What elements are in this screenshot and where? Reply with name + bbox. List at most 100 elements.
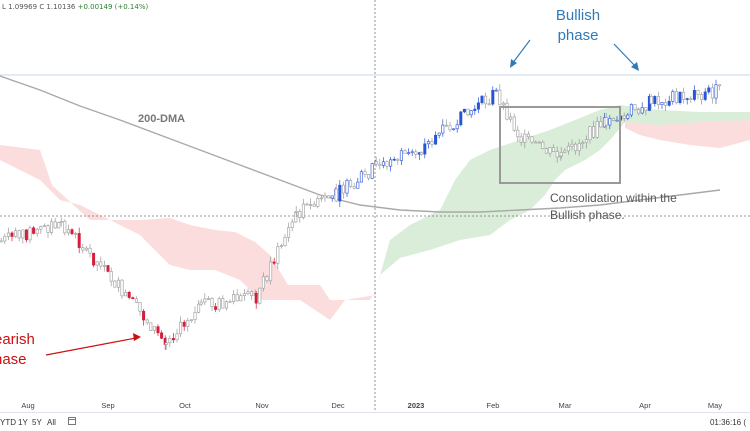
x-tick-label: Nov <box>255 401 269 410</box>
candle-body <box>95 261 99 266</box>
candle-body <box>294 212 298 223</box>
candle-body <box>35 228 39 234</box>
candle-body <box>261 276 265 289</box>
candle-body <box>3 236 7 242</box>
candle-body <box>341 184 345 194</box>
candle-series <box>0 79 722 350</box>
bullish-phase-label: Bullish phase <box>548 6 608 46</box>
candle-body <box>637 109 641 114</box>
candle-body <box>203 298 207 303</box>
change-value: +0.00149 (+0.14%) <box>77 3 149 11</box>
bullish-label-line1: Bullish <box>555 7 601 24</box>
candle-body <box>102 265 106 267</box>
candle-body <box>258 287 262 304</box>
candle-body <box>199 301 203 305</box>
candle-body <box>615 119 619 122</box>
candle-body <box>131 297 135 300</box>
candle-body <box>552 147 556 152</box>
candle-body <box>494 89 498 92</box>
candle-body <box>656 96 660 105</box>
bullish-arrowhead-left <box>510 59 517 68</box>
candle-body <box>501 102 505 106</box>
x-tick-label: Aug <box>21 401 34 410</box>
candle-body <box>563 150 567 153</box>
range-5y-button[interactable]: 5Y <box>32 418 42 427</box>
candle-body <box>381 161 385 166</box>
x-axis: Aug Sep Oct Nov Dec 2023 Feb Mar Apr May <box>21 401 722 410</box>
candle-body <box>246 291 250 294</box>
bullish-arrowhead-right <box>631 62 639 71</box>
candle-body <box>512 116 516 131</box>
ichimoku-cloud-bearish <box>0 145 376 320</box>
range-1y-button[interactable]: 1Y <box>18 418 28 427</box>
candle-body <box>235 294 239 302</box>
consolidation-line2: Bullish phase. <box>550 208 625 222</box>
candle-body <box>407 152 411 154</box>
candle-body <box>283 237 287 247</box>
candle-body <box>239 295 243 302</box>
candle-body <box>664 102 668 106</box>
candle-body <box>537 141 541 144</box>
candle-body <box>633 104 637 110</box>
candle-body <box>66 229 70 234</box>
candle-body <box>250 291 254 296</box>
candle-body <box>88 247 92 254</box>
candle-body <box>232 294 236 302</box>
candle-body <box>396 158 400 161</box>
bullish-arrow-right <box>613 43 637 68</box>
candle-body <box>581 142 585 144</box>
candle-body <box>323 195 327 199</box>
candle-body <box>312 204 316 207</box>
candle-body <box>175 333 179 341</box>
calendar-icon[interactable] <box>68 417 76 425</box>
candle-body <box>469 110 473 116</box>
bullish-label-line2: phase <box>557 27 599 44</box>
candle-body <box>419 152 423 155</box>
candle-body <box>50 221 54 233</box>
candle-body <box>644 107 648 111</box>
candle-body <box>214 306 218 310</box>
candle-body <box>290 221 294 228</box>
candle-body <box>555 151 559 158</box>
candle-body <box>452 128 456 131</box>
range-ytd-button[interactable]: YTD <box>0 418 16 427</box>
candle-body <box>541 141 545 149</box>
candle-body <box>10 232 14 237</box>
x-tick-label: Apr <box>639 401 651 410</box>
candle-body <box>269 261 273 282</box>
candle-body <box>113 280 117 288</box>
candle-body <box>649 96 653 104</box>
candle-body <box>444 124 448 127</box>
candle-body <box>370 163 374 179</box>
candle-body <box>385 161 389 167</box>
candle-body <box>473 108 477 111</box>
candle-body <box>476 102 480 110</box>
candle-body <box>221 298 225 309</box>
candle-body <box>81 247 85 251</box>
candle-body <box>448 125 452 131</box>
candle-body <box>138 302 142 312</box>
candle-body <box>667 100 671 106</box>
bottom-toolbar: YTD 1Y 5Y All 01:36:16 ( <box>0 412 750 431</box>
candle-body <box>316 198 320 207</box>
x-tick-label: 2023 <box>408 401 425 410</box>
candle-body <box>392 158 396 161</box>
candle-body <box>42 225 46 227</box>
candle-body <box>622 115 626 119</box>
candle-body <box>703 91 707 100</box>
range-all-button[interactable]: All <box>47 418 56 427</box>
low-value: L 1.09969 <box>2 3 38 11</box>
candle-body <box>28 227 32 241</box>
candle-body <box>309 204 313 206</box>
candle-body <box>378 163 382 166</box>
candle-body <box>186 320 190 327</box>
dma-200-label: 200-DMA <box>138 113 186 125</box>
x-tick-label: Sep <box>101 401 114 410</box>
candle-body <box>265 276 269 282</box>
candle-body <box>640 107 644 114</box>
candle-body <box>330 195 334 199</box>
candle-body <box>224 301 228 309</box>
candle-body <box>700 94 704 100</box>
candle-body <box>548 147 552 154</box>
